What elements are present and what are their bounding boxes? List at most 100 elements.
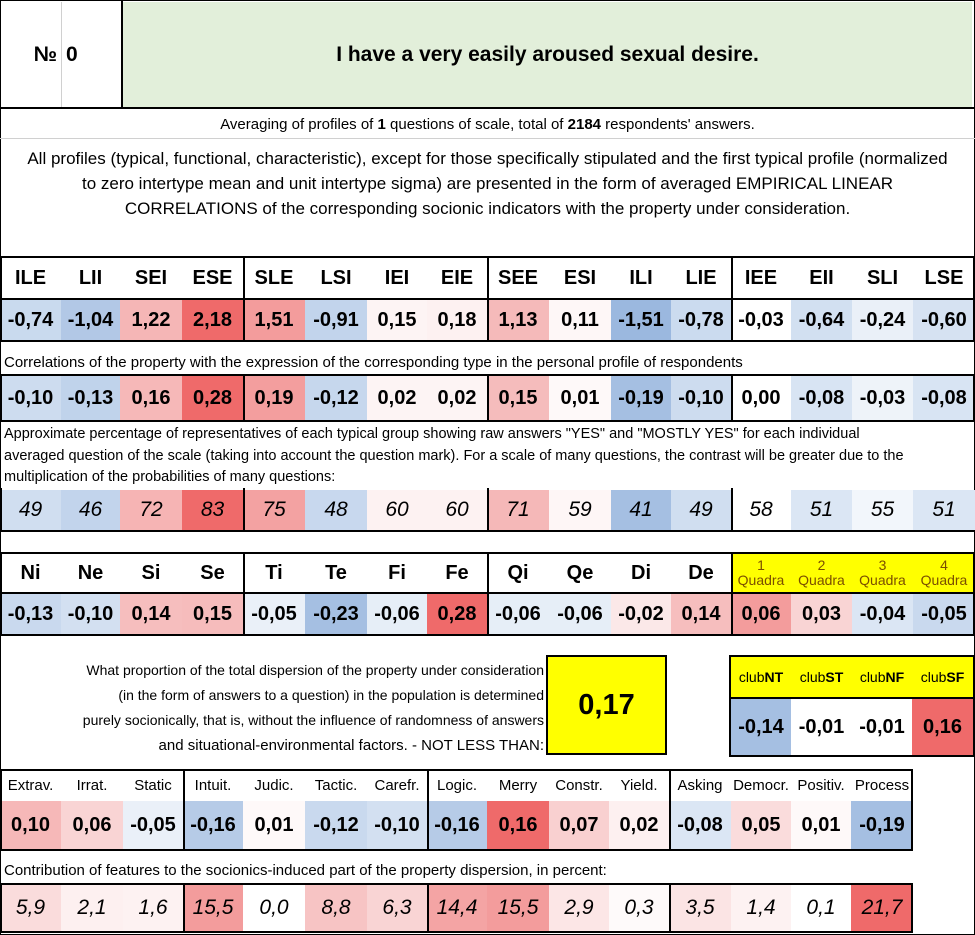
trait-value: -0,08 [669, 801, 731, 849]
trait-header: Constr. [555, 776, 603, 794]
trait-header: Process [854, 776, 910, 794]
type-value: 1,51 [243, 300, 305, 340]
type-header-lii: LII [78, 266, 103, 289]
type-header-sei: SEI [134, 266, 168, 289]
percentage-value: 49 [0, 490, 61, 530]
trait-value: -0,12 [305, 801, 367, 849]
correlation-value: -0,12 [305, 376, 367, 420]
type-header-ile: ILE [14, 266, 47, 289]
trait-header: Judic. [254, 776, 294, 794]
percentage-value: 58 [731, 490, 791, 530]
type-value: 2,18 [182, 300, 243, 340]
club-value: -0,01 [791, 699, 852, 755]
trait-value: 0,07 [549, 801, 609, 849]
quadra-label: Quadra [920, 572, 968, 588]
respondent-count: 2184 [567, 115, 602, 133]
contribution-value: 1,6 [123, 885, 183, 931]
question-number: 0 [66, 42, 78, 66]
type-value: 1,22 [120, 300, 182, 340]
correlation-value: -0,08 [913, 376, 975, 420]
quadra-label: Quadra [859, 572, 906, 588]
function-header-te: Te [325, 561, 347, 584]
club-prefix: club [920, 669, 947, 685]
intro-paragraph: All profiles (typical, functional, chara… [20, 146, 955, 221]
quadra-value: -0,05 [913, 594, 975, 634]
function-value: 0,14 [120, 594, 182, 634]
quadra-header: 1 Quadra [731, 554, 791, 592]
club-value: 0,16 [912, 699, 973, 755]
percentage-value: 55 [852, 490, 913, 530]
club-value: -0,01 [852, 699, 912, 755]
contribution-value: 8,8 [305, 885, 367, 931]
trait-header: Tactic. [314, 776, 358, 794]
trait-value: -0,10 [367, 801, 427, 849]
averaging-line: Averaging of profiles of 1 questions of … [0, 110, 975, 138]
type-value: -0,03 [731, 300, 791, 340]
correlation-value: 0,15 [487, 376, 549, 420]
quadra-header: 2 Quadra [791, 554, 852, 592]
club-frame [729, 655, 975, 757]
type-header-esi: ESI [563, 266, 597, 289]
percentage-value: 59 [549, 490, 611, 530]
function-header-di: Di [631, 561, 651, 584]
trait-header: Static [134, 776, 172, 794]
contribution-value: 15,5 [487, 885, 549, 931]
trait-value: -0,16 [183, 801, 243, 849]
quadra-label: Quadra [798, 572, 845, 588]
contribution-value: 6,3 [367, 885, 427, 931]
percentage-value: 75 [243, 490, 305, 530]
correlation-value: 0,02 [367, 376, 427, 420]
contribution-value: 0,0 [243, 885, 305, 931]
trait-value: -0,05 [123, 801, 183, 849]
quadra-value: 0,03 [791, 594, 852, 634]
trait-header: Yield. [620, 776, 658, 794]
trait-value: 0,10 [0, 801, 61, 849]
quadra-header: 4 Quadra [913, 554, 975, 592]
type-value: -0,74 [0, 300, 61, 340]
function-header-qi: Qi [507, 561, 529, 584]
function-header-fi: Fi [388, 561, 406, 584]
dispersion-line3: purely socionically, that is, without th… [82, 712, 544, 728]
correlation-value: -0,08 [791, 376, 852, 420]
averaging-middle: questions of scale, total of [385, 115, 568, 133]
quadra-number: 1 [757, 557, 765, 573]
percentage-value: 49 [671, 490, 731, 530]
number-sign: № [33, 42, 57, 66]
contribution-value: 5,9 [0, 885, 61, 931]
dispersion-description: What proportion of the total dispersion … [40, 658, 544, 758]
correlations-note: Correlations of the property with the ex… [0, 350, 975, 374]
trait-header: Carefr. [374, 776, 420, 794]
dispersion-line4: and situational-environmental factors. -… [158, 737, 544, 754]
function-header-de: De [688, 561, 714, 584]
contribution-value: 0,3 [609, 885, 669, 931]
function-value: 0,28 [427, 594, 487, 634]
function-value: -0,06 [487, 594, 549, 634]
correlation-value: 0,28 [182, 376, 243, 420]
function-value: -0,06 [367, 594, 427, 634]
correlation-value: -0,19 [611, 376, 671, 420]
contribution-value: 2,1 [61, 885, 123, 931]
quadra-number: 4 [940, 557, 948, 573]
intro-text: All profiles (typical, functional, chara… [27, 149, 948, 218]
trait-header: Asking [677, 776, 723, 794]
function-value: 0,14 [671, 594, 731, 634]
quadra-number: 2 [817, 557, 826, 573]
club-header: club NF [852, 657, 912, 697]
type-header-ili: ILI [629, 266, 653, 289]
quadra-value: 0,06 [731, 594, 791, 634]
club-name: NF [885, 669, 905, 685]
club-header: club SF [912, 657, 973, 697]
correlation-value: 0,19 [243, 376, 305, 420]
type-value: -1,51 [611, 300, 671, 340]
percentage-value: 60 [367, 490, 427, 530]
type-value: 0,15 [367, 300, 427, 340]
function-value: -0,23 [305, 594, 367, 634]
club-prefix: club [799, 669, 826, 685]
percentage-value: 71 [487, 490, 549, 530]
function-header-ne: Ne [77, 561, 104, 584]
contribution-value: 0,1 [791, 885, 851, 931]
trait-value: -0,16 [427, 801, 487, 849]
club-name: NT [764, 669, 784, 685]
averaging-prefix: Averaging of profiles of [220, 115, 378, 133]
dispersion-value: 0,17 [546, 655, 667, 755]
